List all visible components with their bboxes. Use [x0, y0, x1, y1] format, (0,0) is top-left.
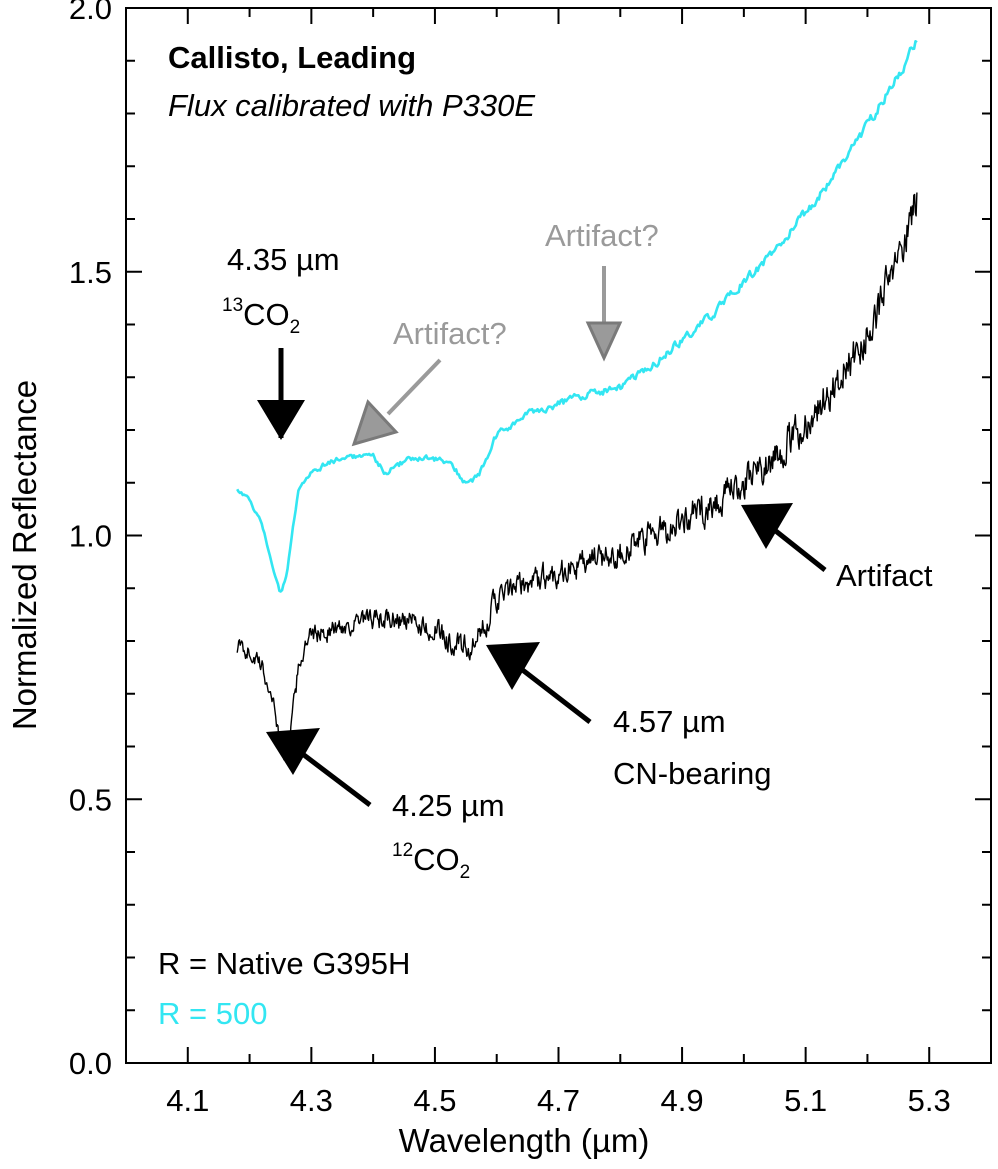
annotation-13co2-formula: 13CO2: [222, 295, 300, 338]
arrow-artifact-q2-head: [585, 321, 623, 362]
annotation-arrows: [257, 266, 827, 807]
annotation-13co2-wavelength: 4.35 µm: [227, 242, 340, 277]
y-tick-label: 0.0: [69, 1046, 112, 1081]
arrow-cn-head: [486, 642, 540, 690]
legend-r500: R = 500: [158, 996, 267, 1031]
x-tick-label: 4.3: [290, 1083, 333, 1118]
annotation-cn-wavelength: 4.57 µm: [613, 704, 726, 739]
arrow-artifact-shaft: [770, 526, 827, 572]
arrow-artifact-q1-head: [351, 399, 399, 447]
chart-subtitle: Flux calibrated with P330E: [168, 88, 535, 123]
x-tick-label: 4.9: [661, 1083, 704, 1118]
x-tick-label: 4.1: [166, 1083, 209, 1118]
series-r500-line: [236, 40, 918, 593]
arrow-12co2-head: [266, 728, 320, 775]
arrow-cn-shaft: [518, 666, 592, 724]
series-native-line: [236, 192, 918, 761]
legend-native: R = Native G395H: [158, 946, 410, 981]
annotation-cn-label: CN-bearing: [613, 756, 772, 791]
arrow-13co2-head: [257, 400, 305, 440]
arrow-artifact-head: [741, 503, 793, 549]
x-tick-label: 5.3: [908, 1083, 951, 1118]
annotation-12co2-wavelength: 4.25 µm: [392, 788, 505, 823]
y-tick-label: 1.0: [69, 519, 112, 554]
axis-ticks: 4.1 4.3 4.5 4.7 4.9 5.1 5.3 0.0 0.5 1.0 1.5 2.0: [69, 0, 991, 1118]
x-tick-label: 4.5: [413, 1083, 456, 1118]
annotation-12co2-formula: 12CO2: [392, 840, 470, 883]
y-tick-label: 0.5: [69, 782, 112, 817]
annotation-artifact: Artifact: [836, 558, 933, 593]
x-tick-label: 5.1: [784, 1083, 827, 1118]
series-lines: [236, 40, 918, 761]
x-axis-label: Wavelength (µm): [399, 1122, 650, 1159]
arrow-artifact-q1-shaft: [386, 358, 442, 416]
y-tick-label: 2.0: [69, 0, 112, 26]
plot-frame: [125, 7, 992, 1064]
annotation-artifact-q2: Artifact?: [545, 218, 659, 253]
annotation-artifact-q1: Artifact?: [393, 316, 507, 351]
y-axis-label: Normalized Reflectance: [6, 380, 43, 730]
arrow-12co2-shaft: [298, 750, 372, 807]
y-tick-label: 1.5: [69, 255, 112, 290]
x-tick-label: 4.7: [537, 1083, 580, 1118]
chart-title: Callisto, Leading: [168, 40, 416, 75]
